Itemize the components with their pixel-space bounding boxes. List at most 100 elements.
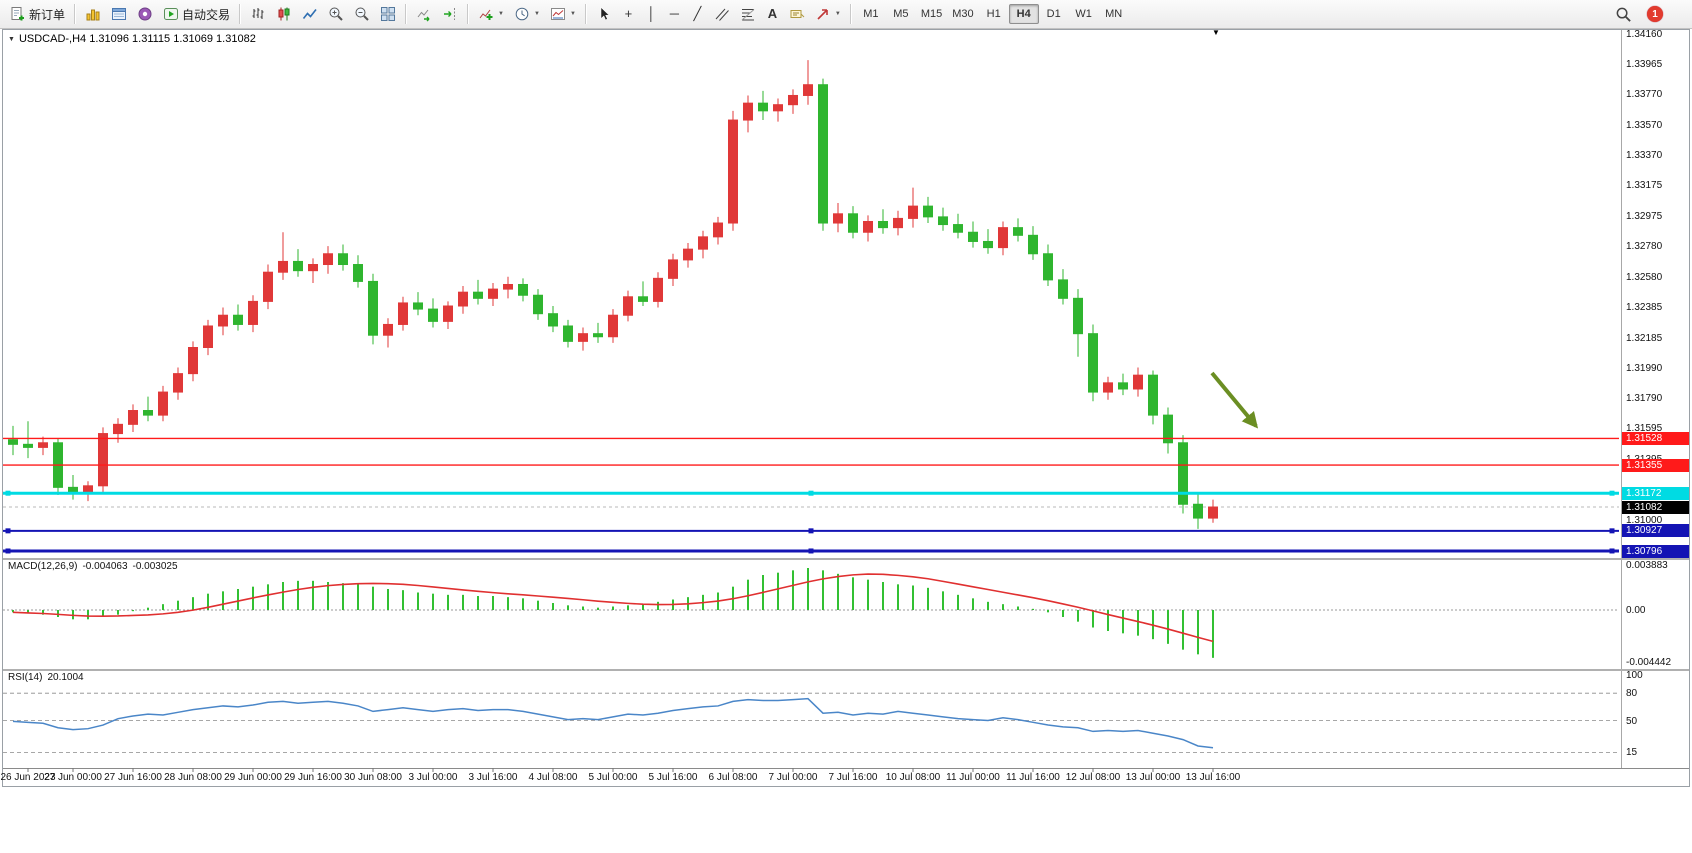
timeframe-button-mn[interactable]: MN: [1105, 8, 1123, 20]
fibonacci-icon: [741, 9, 755, 21]
new-order-button[interactable]: 新订单: [5, 2, 70, 26]
candle-bull: [788, 94, 798, 106]
arrow-shape-icon: [817, 9, 828, 20]
toolbar-separator: [239, 4, 242, 24]
line-selection-handle[interactable]: [1609, 548, 1615, 554]
chart-bars-button[interactable]: [245, 2, 271, 26]
line-selection-handle[interactable]: [5, 528, 11, 534]
candle-bear: [353, 264, 363, 282]
autotrading-icon: [164, 8, 179, 20]
candle-bull: [1103, 382, 1113, 393]
indicators-button[interactable]: ▼: [473, 2, 509, 26]
candle-bear: [1178, 442, 1188, 505]
toolbar-separator: [849, 4, 852, 24]
dropdown-arrow-icon: ▼: [569, 11, 576, 17]
candle-bear: [1193, 503, 1203, 519]
candle-bear: [983, 240, 993, 249]
line-selection-handle[interactable]: [1609, 528, 1615, 534]
dropdown-arrow-icon: ▼: [834, 11, 841, 17]
vertical-line-button[interactable]: │: [640, 2, 663, 26]
tile-windows-button[interactable]: [375, 2, 401, 26]
candle-bear: [473, 291, 483, 299]
timeframe-button-m15[interactable]: M15: [920, 8, 943, 20]
candle-bear: [1058, 279, 1068, 299]
candle-bull: [908, 205, 918, 219]
candle-bear: [23, 443, 33, 448]
channel-button[interactable]: [709, 2, 735, 26]
timeframe-button-m5[interactable]: M5: [893, 8, 909, 20]
rsi-line: [12, 697, 1214, 749]
chart-shift-button[interactable]: [437, 2, 463, 26]
search-button[interactable]: [1610, 2, 1637, 26]
candle-bear: [1088, 333, 1098, 393]
candle-bull: [443, 305, 453, 322]
candle-bull: [698, 236, 708, 250]
candle-bear: [1028, 234, 1038, 255]
candle-bear: [923, 205, 933, 218]
data-window-icon: [112, 8, 127, 20]
timeframe-button-m1[interactable]: M1: [863, 8, 879, 20]
text-label-icon: [790, 10, 805, 18]
trendline-button[interactable]: ╱: [686, 2, 709, 26]
candle-bull: [1208, 506, 1218, 519]
candle-bear: [1118, 382, 1128, 390]
timeframe-button-m30[interactable]: M30: [952, 8, 974, 20]
market-watch-icon: [86, 9, 100, 21]
candle-bull: [653, 277, 663, 302]
fibonacci-button[interactable]: [735, 2, 761, 26]
macd-signal-line: [12, 573, 1214, 643]
line-selection-handle[interactable]: [1609, 490, 1615, 496]
chart-candles-icon: [278, 7, 290, 21]
chart-line-icon: [302, 9, 317, 19]
dropdown-arrow-icon: ▼: [533, 11, 540, 17]
candle-bull: [803, 84, 813, 96]
candle-bear: [938, 216, 948, 226]
timeframe-button-h1[interactable]: H1: [986, 8, 1001, 20]
periods-button[interactable]: ▼: [509, 2, 545, 26]
navigator-button[interactable]: [132, 2, 158, 26]
candle-bull: [488, 288, 498, 299]
candle-bull: [113, 423, 123, 435]
zoom-out-button[interactable]: [349, 2, 375, 26]
candle-bear: [428, 308, 438, 322]
arrows-shapes-button[interactable]: ▼: [810, 2, 846, 26]
text-button[interactable]: A: [761, 2, 784, 26]
macd-pane-separator[interactable]: [3, 558, 1689, 560]
line-selection-handle[interactable]: [808, 548, 814, 554]
line-selection-handle[interactable]: [5, 548, 11, 554]
timeframe-button-d1[interactable]: D1: [1046, 8, 1061, 20]
timeframe-button-w1[interactable]: W1: [1075, 8, 1092, 20]
chart-candles-button[interactable]: [271, 2, 297, 26]
timeframe-button-h4[interactable]: H4: [1008, 4, 1039, 24]
cursor-button[interactable]: [591, 2, 617, 26]
cursor-icon: [600, 6, 610, 21]
market-watch-button[interactable]: [80, 2, 106, 26]
line-selection-handle[interactable]: [808, 490, 814, 496]
candle-bear: [8, 439, 18, 445]
autotrading-button[interactable]: 自动交易: [158, 2, 235, 26]
trendline-icon: ╱: [693, 6, 702, 21]
rsi-pane-separator[interactable]: [3, 669, 1689, 671]
line-selection-handle[interactable]: [5, 490, 11, 496]
data-window-button[interactable]: [106, 2, 132, 26]
timeframe-group: M1 M5 M15 M30 H1 H4 D1 W1 MN: [856, 4, 1129, 24]
candle-bear: [1043, 253, 1053, 281]
chart-line-button[interactable]: [297, 2, 323, 26]
channel-icon: [715, 8, 729, 21]
candle-bull: [578, 333, 588, 342]
candle-bull: [98, 433, 108, 487]
auto-scroll-button[interactable]: [411, 2, 437, 26]
notification-badge[interactable]: 1: [1647, 6, 1663, 22]
crosshair-button[interactable]: +: [617, 2, 640, 26]
notification-count: 1: [1652, 8, 1658, 20]
zoom-in-button[interactable]: [323, 2, 349, 26]
text-label-button[interactable]: [784, 2, 810, 26]
line-selection-handle[interactable]: [808, 528, 814, 534]
periods-clock-icon: [515, 7, 529, 21]
macd-pane: [3, 568, 1619, 658]
trend-arrow-annotation[interactable]: [1210, 371, 1259, 429]
horizontal-line-button[interactable]: ─: [663, 2, 686, 26]
templates-button[interactable]: ▼: [545, 2, 581, 26]
vertical-line-icon: │: [647, 6, 656, 21]
